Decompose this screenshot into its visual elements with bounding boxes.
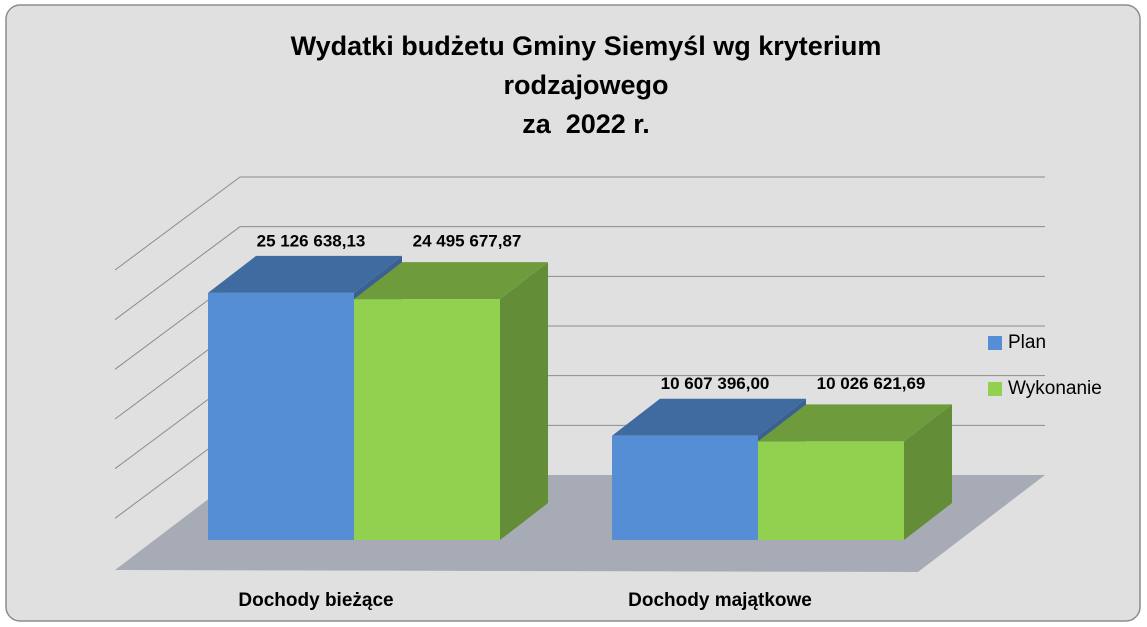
data-label: 10 026 621,69 [817,374,926,393]
bar-side [500,262,548,540]
bar-side [904,404,952,540]
legend-label: Wykonanie [1008,378,1102,399]
grid-line [114,226,1045,321]
legend-label: Plan [1008,332,1046,353]
bar [354,299,500,540]
bar-top [354,262,548,300]
x-tick-label: Dochody majątkowe [628,590,812,611]
grid-line [114,176,1045,271]
chart-title: za 2022 r. [522,109,650,139]
bar [612,435,758,540]
legend-swatch [988,382,1002,396]
chart-title: rodzajowego [503,70,668,100]
bar-top [612,398,806,436]
x-tick-label: Dochody bieżące [238,590,393,611]
data-label: 25 126 638,13 [257,231,366,250]
bar-top [758,404,952,442]
data-label: 10 607 396,00 [661,374,770,393]
chart-title: Wydatki budżetu Gminy Siemyśl wg kryteri… [291,31,882,61]
data-label: 24 495 677,87 [413,231,522,250]
bar-top [208,255,402,293]
bar [208,292,354,540]
legend-swatch [988,336,1002,350]
bar [758,441,904,540]
